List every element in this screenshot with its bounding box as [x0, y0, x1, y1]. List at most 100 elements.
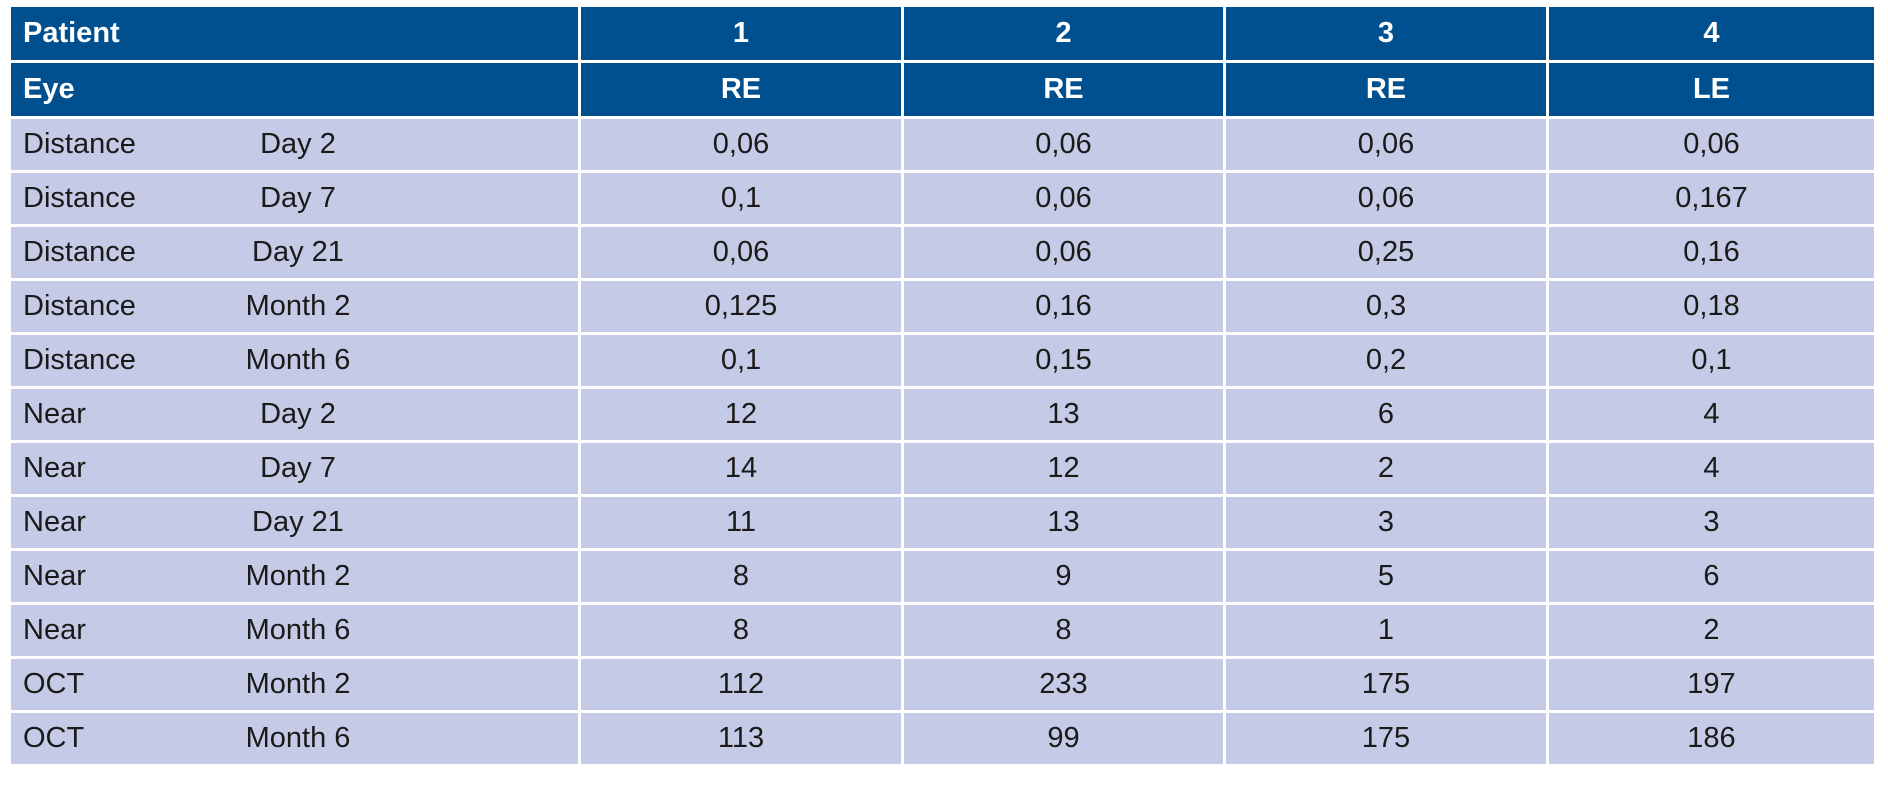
timepoint-label: Day 7 [260, 182, 336, 214]
value-cell-patient-1: 0,1 [578, 332, 904, 389]
timepoint-label: Month 2 [245, 668, 351, 700]
table-body: Distance Day 2 0,06 0,06 0,06 0,06 Distance Day… [8, 116, 1877, 767]
measure-label: Near [23, 398, 86, 430]
header-patient-3: 3 [1223, 4, 1549, 63]
value-cell-patient-3: 0,2 [1223, 332, 1549, 389]
header-row-eye: Eye RE RE RE LE [8, 60, 1877, 119]
value-cell-patient-4: 2 [1546, 602, 1877, 659]
measure-label: Distance [23, 236, 136, 268]
row-label-cell: Distance Month 6 [8, 332, 581, 389]
timepoint-label: Day 21 [252, 236, 344, 268]
value-cell-patient-2: 8 [901, 602, 1226, 659]
timepoint-label: Month 6 [245, 344, 351, 376]
measure-label: Near [23, 452, 86, 484]
value-cell-patient-3: 3 [1223, 494, 1549, 551]
value-cell-patient-3: 0,06 [1223, 116, 1549, 173]
table-row: Distance Day 21 0,06 0,06 0,25 0,16 [8, 224, 1877, 281]
timepoint-label: Month 6 [245, 614, 351, 646]
value-cell-patient-4: 0,1 [1546, 332, 1877, 389]
measure-label: Near [23, 506, 86, 538]
value-cell-patient-4: 4 [1546, 440, 1877, 497]
header-patient-4: 4 [1546, 4, 1877, 63]
value-cell-patient-3: 5 [1223, 548, 1549, 605]
value-cell-patient-2: 0,16 [901, 278, 1226, 335]
value-cell-patient-2: 0,06 [901, 170, 1226, 227]
row-label-cell: Distance Month 2 [8, 278, 581, 335]
row-label-cell: Near Day 2 [8, 386, 581, 443]
value-cell-patient-3: 0,3 [1223, 278, 1549, 335]
value-cell-patient-4: 0,16 [1546, 224, 1877, 281]
value-cell-patient-2: 233 [901, 656, 1226, 713]
value-cell-patient-4: 0,167 [1546, 170, 1877, 227]
table-row: Near Day 21 11 13 3 3 [8, 494, 1877, 551]
header-eye-2: RE [901, 60, 1226, 119]
value-cell-patient-1: 0,1 [578, 170, 904, 227]
value-cell-patient-1: 0,125 [578, 278, 904, 335]
row-label-cell: OCT Month 6 [8, 710, 581, 767]
timepoint-label: Day 21 [252, 506, 344, 538]
value-cell-patient-1: 8 [578, 602, 904, 659]
value-cell-patient-2: 13 [901, 494, 1226, 551]
header-eye-3: RE [1223, 60, 1549, 119]
value-cell-patient-2: 0,06 [901, 116, 1226, 173]
value-cell-patient-2: 13 [901, 386, 1226, 443]
measure-label: Distance [23, 182, 136, 214]
value-cell-patient-1: 12 [578, 386, 904, 443]
timepoint-label: Day 2 [260, 398, 336, 430]
measure-label: Distance [23, 128, 136, 160]
value-cell-patient-4: 0,06 [1546, 116, 1877, 173]
table-header: Patient 1 2 3 4 Eye RE RE RE LE [8, 4, 1877, 119]
value-cell-patient-2: 12 [901, 440, 1226, 497]
table-row: Distance Month 2 0,125 0,16 0,3 0,18 [8, 278, 1877, 335]
value-cell-patient-3: 1 [1223, 602, 1549, 659]
value-cell-patient-1: 11 [578, 494, 904, 551]
row-label-cell: Near Month 6 [8, 602, 581, 659]
value-cell-patient-1: 113 [578, 710, 904, 767]
value-cell-patient-2: 0,15 [901, 332, 1226, 389]
row-label-cell: Near Day 7 [8, 440, 581, 497]
measure-label: Near [23, 614, 86, 646]
header-eye-1: RE [578, 60, 904, 119]
value-cell-patient-3: 0,25 [1223, 224, 1549, 281]
row-label-cell: Distance Day 7 [8, 170, 581, 227]
measure-label: Distance [23, 344, 136, 376]
row-label-cell: Near Day 21 [8, 494, 581, 551]
timepoint-label: Month 6 [245, 722, 351, 754]
value-cell-patient-2: 9 [901, 548, 1226, 605]
value-cell-patient-3: 6 [1223, 386, 1549, 443]
header-label-patient: Patient [8, 4, 581, 63]
header-eye-4: LE [1546, 60, 1877, 119]
timepoint-label: Day 7 [260, 452, 336, 484]
value-cell-patient-4: 6 [1546, 548, 1877, 605]
data-table-container: Patient 1 2 3 4 Eye RE RE RE LE Distance… [8, 4, 1877, 767]
value-cell-patient-4: 4 [1546, 386, 1877, 443]
table-row: Near Day 7 14 12 2 4 [8, 440, 1877, 497]
value-cell-patient-4: 186 [1546, 710, 1877, 767]
table-row: Distance Day 7 0,1 0,06 0,06 0,167 [8, 170, 1877, 227]
timepoint-label: Month 2 [245, 560, 351, 592]
table-row: OCT Month 6 113 99 175 186 [8, 710, 1877, 767]
patient-visual-acuity-table: Patient 1 2 3 4 Eye RE RE RE LE Distance… [8, 4, 1877, 767]
header-label-eye: Eye [8, 60, 581, 119]
value-cell-patient-1: 14 [578, 440, 904, 497]
row-label-cell: OCT Month 2 [8, 656, 581, 713]
value-cell-patient-4: 197 [1546, 656, 1877, 713]
header-patient-2: 2 [901, 4, 1226, 63]
measure-label: Distance [23, 290, 136, 322]
row-label-cell: Distance Day 21 [8, 224, 581, 281]
value-cell-patient-2: 0,06 [901, 224, 1226, 281]
value-cell-patient-3: 175 [1223, 656, 1549, 713]
measure-label: Near [23, 560, 86, 592]
value-cell-patient-1: 0,06 [578, 116, 904, 173]
value-cell-patient-2: 99 [901, 710, 1226, 767]
table-row: Near Day 2 12 13 6 4 [8, 386, 1877, 443]
value-cell-patient-4: 0,18 [1546, 278, 1877, 335]
value-cell-patient-4: 3 [1546, 494, 1877, 551]
header-patient-1: 1 [578, 4, 904, 63]
timepoint-label: Month 2 [245, 290, 351, 322]
table-row: Distance Month 6 0,1 0,15 0,2 0,1 [8, 332, 1877, 389]
row-label-cell: Near Month 2 [8, 548, 581, 605]
header-row-patient: Patient 1 2 3 4 [8, 4, 1877, 63]
